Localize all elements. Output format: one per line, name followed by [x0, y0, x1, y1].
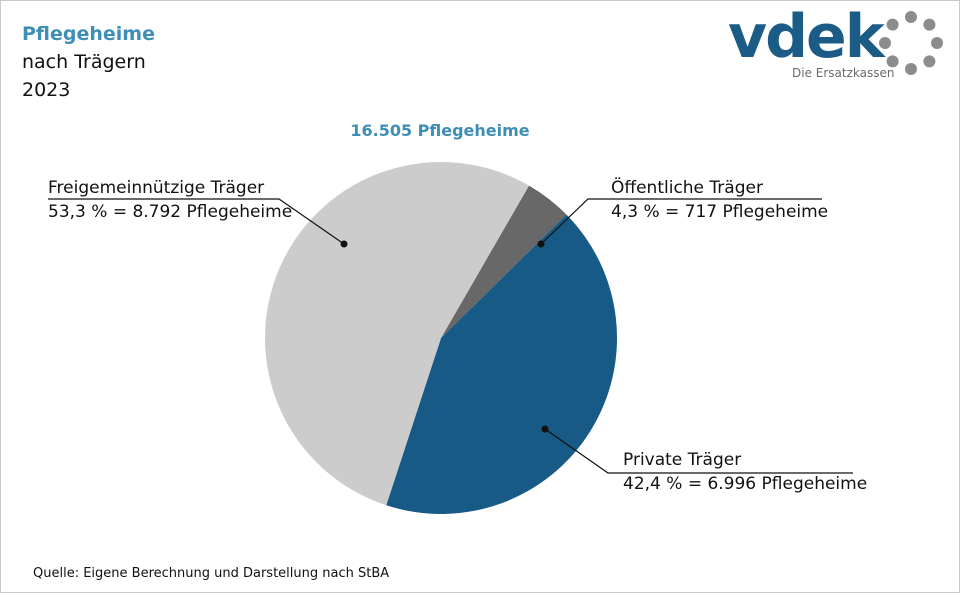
logo-ring-icon [879, 11, 943, 75]
label-freigemeinnuetzig-value: 53,3 % = 8.792 Pflegeheime [48, 202, 293, 222]
leader-dot-privat [541, 425, 549, 433]
leader-line-privat [544, 428, 853, 474]
label-oeffentlich: Öffentliche Träger 4,3 % = 717 Pflegehei… [611, 176, 828, 224]
pie-slice-freigemeinnuetzig [265, 161, 529, 506]
label-freigemeinnuetzig-name: Freigemeinnützige Träger [48, 178, 265, 198]
chart-total: 16.505 Pflegeheime [350, 121, 530, 140]
chart-year: 2023 [22, 79, 71, 101]
leader-line-oeffentlich [540, 198, 822, 245]
label-freigemeinnuetzig: Freigemeinnützige Träger 53,3 % = 8.792 … [48, 176, 292, 224]
leader-dot-freigemeinnuetzig [340, 240, 348, 248]
label-oeffentlich-value: 4,3 % = 717 Pflegeheime [611, 202, 829, 222]
vdek-logo: vdek Die Ersatzkassen [728, 2, 948, 88]
chart-title: Pflegeheime [22, 23, 155, 45]
label-oeffentlich-name: Öffentliche Träger [611, 178, 763, 198]
label-privat-name: Private Träger [623, 450, 742, 470]
logo-wordmark: vdek [728, 2, 885, 72]
chart-subtitle: nach Trägern [22, 51, 146, 73]
label-privat: Private Träger 42,4 % = 6.996 Pflegeheim… [623, 448, 867, 496]
logo-tagline: Die Ersatzkassen [792, 66, 895, 80]
leader-dot-oeffentlich [537, 240, 545, 248]
pie-slice-oeffentlich [441, 185, 567, 338]
title-block: Pflegeheime nach Trägern 2023 [22, 20, 155, 104]
source-note: Quelle: Eigene Berechnung und Darstellun… [33, 566, 390, 581]
label-privat-value: 42,4 % = 6.996 Pflegeheime [623, 474, 868, 494]
leader-line-freigemeinnuetzig [48, 198, 345, 245]
